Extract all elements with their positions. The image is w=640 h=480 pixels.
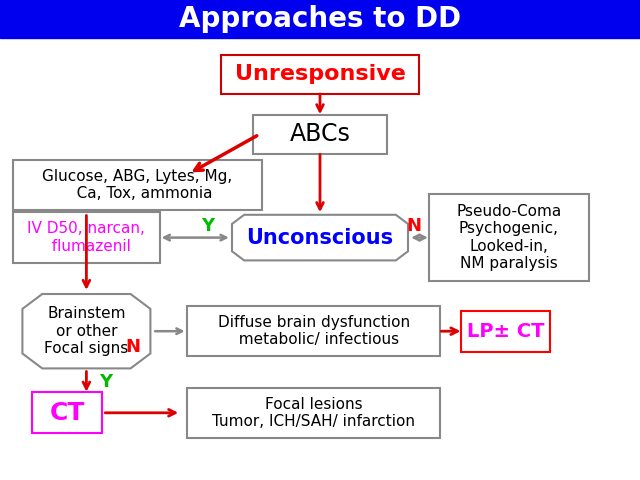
Text: Unresponsive: Unresponsive bbox=[235, 64, 405, 84]
FancyBboxPatch shape bbox=[0, 0, 640, 38]
Text: Unconscious: Unconscious bbox=[246, 228, 394, 248]
Text: Focal lesions
Tumor, ICH/SAH/ infarction: Focal lesions Tumor, ICH/SAH/ infarction bbox=[212, 396, 415, 429]
Text: Glucose, ABG, Lytes, Mg,
   Ca, Tox, ammonia: Glucose, ABG, Lytes, Mg, Ca, Tox, ammoni… bbox=[42, 168, 233, 201]
Text: N: N bbox=[406, 216, 422, 235]
FancyBboxPatch shape bbox=[187, 306, 440, 356]
Text: ABCs: ABCs bbox=[289, 122, 351, 146]
Text: Pseudo-Coma
Psychogenic,
Looked-in,
NM paralysis: Pseudo-Coma Psychogenic, Looked-in, NM p… bbox=[456, 204, 561, 271]
Text: IV D50, narcan,
  flumazenil: IV D50, narcan, flumazenil bbox=[28, 221, 145, 254]
FancyBboxPatch shape bbox=[187, 388, 440, 438]
FancyBboxPatch shape bbox=[32, 393, 102, 433]
Text: CT: CT bbox=[49, 401, 85, 425]
Text: Y: Y bbox=[202, 216, 214, 235]
Text: Approaches to DD: Approaches to DD bbox=[179, 5, 461, 33]
Text: LP± CT: LP± CT bbox=[467, 322, 545, 341]
FancyBboxPatch shape bbox=[461, 311, 550, 351]
FancyBboxPatch shape bbox=[253, 115, 387, 154]
Text: Brainstem
or other
Focal signs: Brainstem or other Focal signs bbox=[44, 306, 129, 356]
FancyBboxPatch shape bbox=[221, 55, 419, 94]
Text: N: N bbox=[125, 337, 141, 356]
FancyBboxPatch shape bbox=[429, 194, 589, 281]
Text: Y: Y bbox=[99, 372, 112, 391]
Text: Diffuse brain dysfunction
  metabolic/ infectious: Diffuse brain dysfunction metabolic/ inf… bbox=[218, 315, 410, 348]
FancyBboxPatch shape bbox=[13, 212, 160, 263]
Polygon shape bbox=[232, 215, 408, 260]
Polygon shape bbox=[22, 294, 150, 369]
FancyBboxPatch shape bbox=[13, 159, 262, 210]
